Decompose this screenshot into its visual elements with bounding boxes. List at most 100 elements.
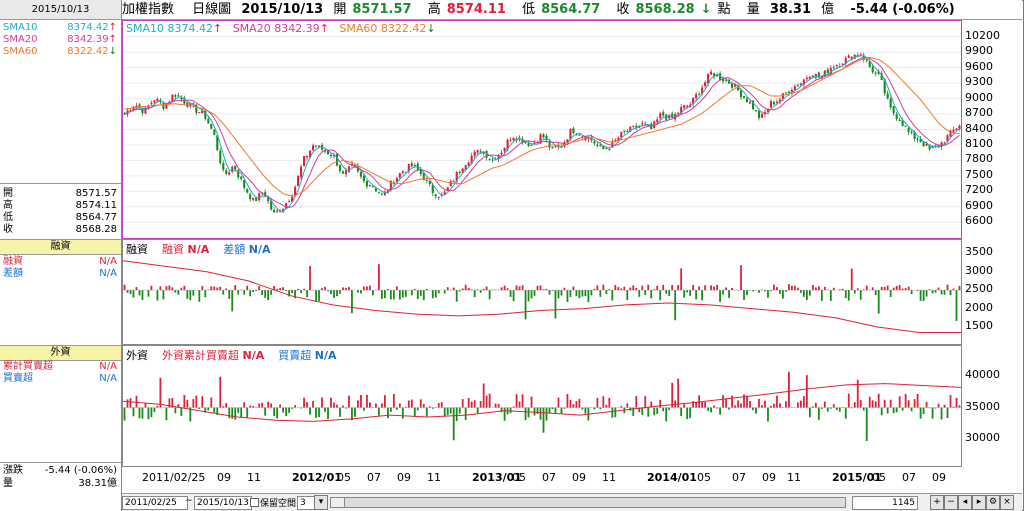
candle xyxy=(380,192,383,196)
candle xyxy=(683,104,686,110)
header-volume: 38.31 xyxy=(769,2,812,17)
candle xyxy=(425,176,428,184)
candle xyxy=(572,126,575,135)
left-diff-row: 差額 N/A xyxy=(3,268,117,279)
x-tick-label: 07 xyxy=(367,471,381,484)
candle xyxy=(551,146,554,149)
candle xyxy=(335,153,339,167)
axis-tick-7200: 7200 xyxy=(965,183,993,197)
header-close: 8568.28 xyxy=(635,2,695,17)
candle xyxy=(368,184,371,188)
x-tick-label: 05 xyxy=(872,471,886,484)
move-left-icon[interactable]: ◂ xyxy=(958,495,972,510)
candle xyxy=(359,169,362,180)
candle xyxy=(350,160,354,168)
candle xyxy=(249,192,252,202)
move-right-icon[interactable]: ▸ xyxy=(972,495,986,510)
left-open: 開 8571.57 xyxy=(3,188,117,199)
foreign-panel[interactable]: 外資 外資累計買賣超 N/A 買賣超 N/A xyxy=(122,345,962,467)
axis-tick-3000: 3000 xyxy=(965,263,993,277)
candle xyxy=(240,175,243,182)
candle xyxy=(769,98,773,108)
margin-balance-line xyxy=(122,260,961,333)
candle xyxy=(898,117,901,122)
candle xyxy=(267,196,270,204)
foreign-chart[interactable] xyxy=(122,346,962,466)
price-panel[interactable]: SMA10 8374.42↑ SMA20 8342.39↑ SMA60 8322… xyxy=(122,20,962,239)
x-tick-label: 11 xyxy=(787,471,801,484)
margin-axis: 3500 3000 2500 2000 1500 xyxy=(961,239,1023,343)
bottom-toolbar: 2011/02/25 ~ 2015/10/13 保留空間 3 ▾ 1145 + … xyxy=(122,493,1022,511)
axis-tick-9300: 9300 xyxy=(965,75,993,89)
x-tick-label: 2013/01 xyxy=(472,471,522,484)
candle xyxy=(297,175,300,187)
candle xyxy=(306,155,309,161)
axis-tick-9900: 9900 xyxy=(965,44,993,58)
candle xyxy=(692,97,695,108)
scrollbar-track[interactable] xyxy=(344,497,846,508)
settings-icon[interactable]: ⚙ xyxy=(986,495,1000,510)
x-tick-label: 2015/01 xyxy=(832,471,882,484)
x-tick-label: 09 xyxy=(932,471,946,484)
candle xyxy=(623,130,626,134)
candle xyxy=(347,165,351,173)
candle xyxy=(171,94,174,102)
candle xyxy=(611,138,614,148)
candle xyxy=(895,111,898,122)
candle xyxy=(599,141,602,147)
candle xyxy=(886,90,889,100)
candle xyxy=(437,196,440,201)
axis-tick-3500: 3500 xyxy=(965,245,993,259)
axis-tick-7800: 7800 xyxy=(965,152,993,166)
candle xyxy=(751,99,755,111)
margin-panel[interactable]: 融資 融資 N/A 差額 N/A xyxy=(122,239,962,345)
zoom-out-icon[interactable]: − xyxy=(944,495,958,510)
foreign-axis: 40000 35000 30000 xyxy=(961,345,1023,465)
candle xyxy=(554,145,557,149)
sma10-line xyxy=(124,55,960,212)
start-date-field[interactable]: 2011/02/25 xyxy=(122,496,188,510)
end-date-field[interactable]: 2015/10/13 xyxy=(194,496,252,510)
candle xyxy=(698,91,701,96)
candle xyxy=(362,173,365,184)
candle xyxy=(210,123,213,130)
candle xyxy=(467,160,470,166)
header-change: -5.44 (-0.06%) xyxy=(850,2,955,17)
x-axis: 2011/02/25 09 11 2012/01 05 07 09 11 2013/01 05 07… xyxy=(122,466,960,487)
candle xyxy=(288,199,291,203)
left-change-row: 漲跌 -5.44 (-0.06%) xyxy=(3,465,117,476)
candle xyxy=(548,138,551,151)
candle xyxy=(377,191,380,194)
price-chart[interactable] xyxy=(123,21,961,238)
candle xyxy=(811,74,814,78)
left-sma20: SMA20 8342.39↑ xyxy=(3,34,117,45)
candle xyxy=(859,52,862,56)
candle xyxy=(314,144,318,148)
candle xyxy=(443,189,446,195)
foreign-cum-line xyxy=(122,383,962,422)
candle xyxy=(521,136,524,145)
candle xyxy=(772,100,775,106)
index-name: 加權指數 xyxy=(122,2,175,17)
chevron-down-icon[interactable]: ▾ xyxy=(314,495,328,510)
x-tick-label: 2011/02/25 xyxy=(142,471,206,484)
close-icon[interactable]: × xyxy=(1000,495,1014,510)
x-tick-label: 05 xyxy=(337,471,351,484)
keep-space-checkbox[interactable] xyxy=(250,498,259,507)
margin-chart[interactable] xyxy=(122,240,961,344)
candle xyxy=(943,141,946,144)
candle xyxy=(919,136,922,143)
candle xyxy=(542,133,545,139)
axis-tick-2500: 2500 xyxy=(965,282,993,296)
left-margin-row: 融資 N/A xyxy=(3,256,117,267)
x-tick-label: 09 xyxy=(397,471,411,484)
zoom-in-icon[interactable]: + xyxy=(930,495,944,510)
candle xyxy=(596,142,599,148)
x-tick-label: 05 xyxy=(512,471,526,484)
x-tick-label: 07 xyxy=(542,471,556,484)
axis-tick-40000: 40000 xyxy=(965,368,1000,382)
period-label[interactable]: 日線圖 xyxy=(192,2,232,17)
candle xyxy=(874,71,877,76)
candle xyxy=(222,160,225,172)
candle xyxy=(285,202,288,210)
